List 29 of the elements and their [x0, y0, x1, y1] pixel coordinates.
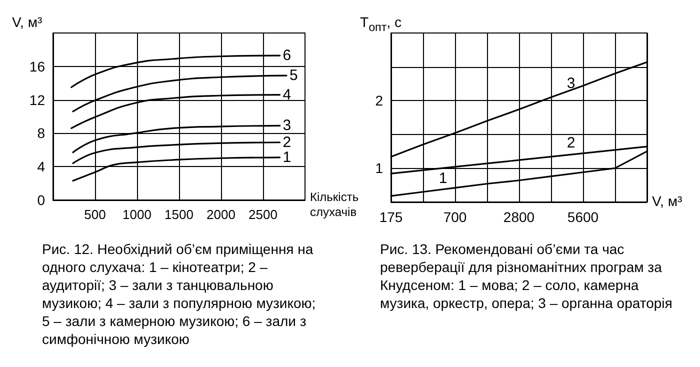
series-label: 1 — [438, 170, 448, 187]
y-axis-title: V, м³ — [12, 14, 42, 30]
x-axis-title: V, м³ — [652, 193, 684, 210]
y-axis-title: T$_{опт}$, с — [360, 14, 402, 34]
y-tick-label: 12 — [29, 92, 46, 108]
x-tick-label: 2000 — [206, 207, 236, 222]
series-label: 3 — [282, 117, 292, 134]
x-tick-label: 1500 — [164, 207, 194, 222]
x-tick-label: 175 — [379, 209, 403, 225]
series-label: 2 — [566, 134, 576, 152]
series-label: 3 — [566, 75, 576, 92]
series-label: 6 — [282, 47, 292, 64]
x-tick-label: 2800 — [503, 209, 535, 225]
x-tick-label: 700 — [443, 209, 467, 225]
text: Рис. 12. Необхідний об’єм приміщення на одного слухача: 1 – кінотеатри; 2 – аудиторії; 3 – зали з танцювальною музикою; 4 – зали з популярною музикою; 5 – зали з камерною музикою; 6 – зали з симфонічною музикою — [42, 240, 317, 348]
y-tick-label: 16 — [29, 58, 46, 74]
x-tick-label: 500 — [84, 207, 106, 222]
text: Рис. 13. Рекомендовані об’єми та час реверберації для різноманітних програм за Кнудсеном: 1 – мова; 2 – соло, камерна музика, оркестр, опера; 3 – органна ораторія — [380, 240, 674, 312]
series-label: 2 — [282, 134, 292, 151]
series-label: 4 — [282, 86, 292, 104]
series-label: 5 — [290, 67, 298, 84]
y-tick-label: 0 — [37, 192, 46, 208]
x-tick-label: 2500 — [248, 207, 278, 222]
x-tick-label: 5600 — [567, 209, 599, 225]
x-axis-title: Кількість слухачів — [310, 190, 360, 220]
x-tick-label: 1000 — [122, 207, 152, 222]
series-label: 1 — [282, 148, 292, 166]
y-tick-label: 4 — [37, 158, 46, 175]
y-tick-label: 8 — [37, 125, 46, 142]
